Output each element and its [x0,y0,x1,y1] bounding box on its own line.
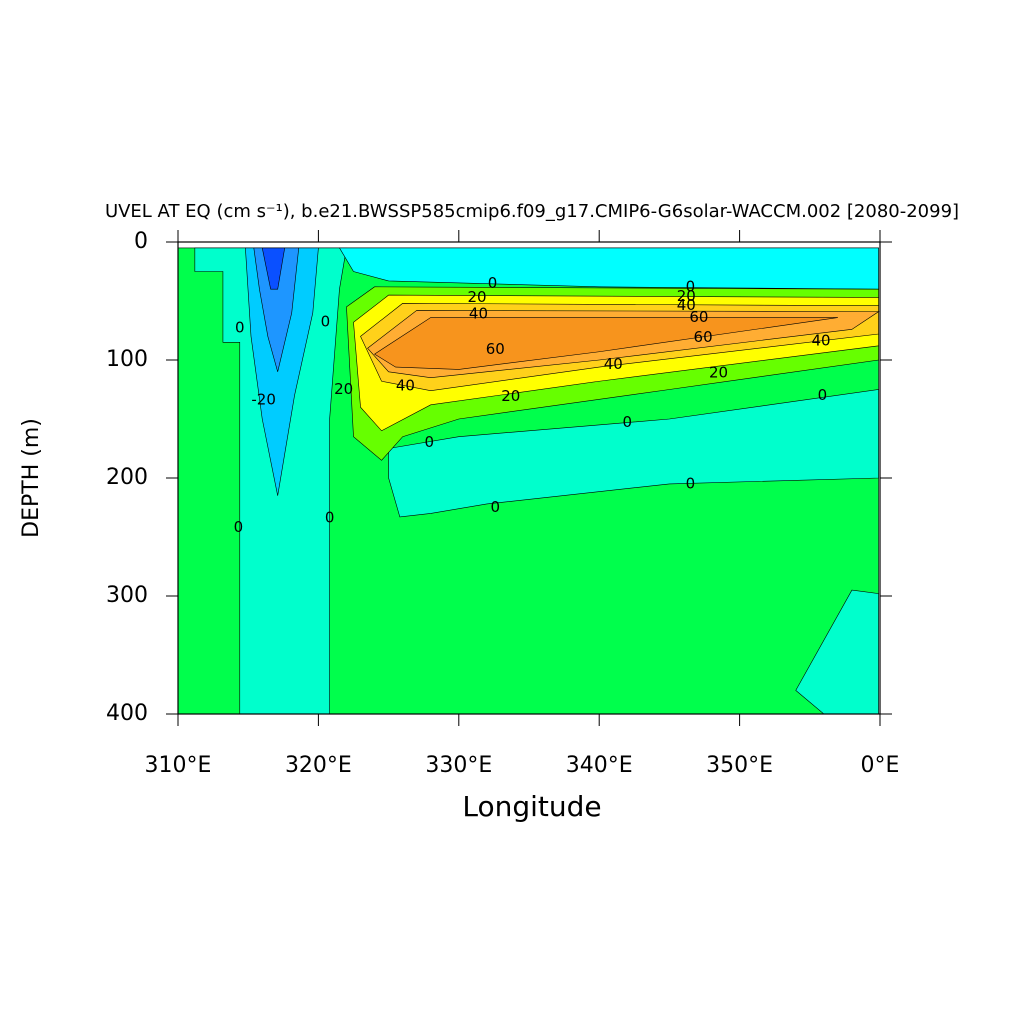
contour-region [388,389,879,518]
contour-label: 0 [488,274,498,292]
x-tick-label: 340°E [566,753,633,778]
y-tick-label: 100 [106,347,148,372]
y-tick-label: 200 [106,465,148,490]
contour-label: 0 [491,498,501,516]
contour-region [338,247,879,290]
contour-label: 60 [694,328,713,346]
contour-label: 0 [623,413,633,431]
y-axis-label: DEPTH (m) [19,418,44,538]
contour-label: 0 [686,474,696,492]
contour-label: 0 [234,518,244,536]
contour-label: 0 [325,509,335,527]
contour-region [795,589,879,715]
contour-label: 40 [677,296,696,314]
contour-label: 60 [486,340,505,358]
contour-label: 0 [818,386,828,404]
y-tick-label: 400 [106,701,148,726]
contour-label: 0 [235,319,245,337]
contour-label: 40 [469,304,488,322]
y-tick-label: 0 [134,229,148,254]
x-tick-label: 330°E [425,753,492,778]
contour-label: 20 [468,288,487,306]
contour-region [261,247,286,290]
contour-label: 20 [334,380,353,398]
contour-label: 20 [709,363,728,381]
x-tick-label: 350°E [706,753,773,778]
contour-label: 40 [396,376,415,394]
contour-label: 20 [501,387,520,405]
x-tick-label: 310°E [145,753,212,778]
chart-title: UVEL AT EQ (cm s⁻¹), b.e21.BWSSP585cmip6… [105,201,959,222]
x-tick-label: 320°E [285,753,352,778]
contour-label: -20 [251,391,276,409]
contour-region [253,247,300,372]
contour-label: 20 [677,287,696,305]
x-tick-label: 0°E [861,753,900,778]
x-axis-label: Longitude [462,790,601,823]
contour-label: 0 [321,313,331,331]
contour-label: 0 [425,433,435,451]
contour-label: 40 [811,332,830,350]
contour-label: 40 [604,355,623,373]
contour-label: 0 [686,277,696,295]
y-tick-label: 300 [106,583,148,608]
contour-region [373,317,838,370]
contour-label: 60 [689,308,708,326]
